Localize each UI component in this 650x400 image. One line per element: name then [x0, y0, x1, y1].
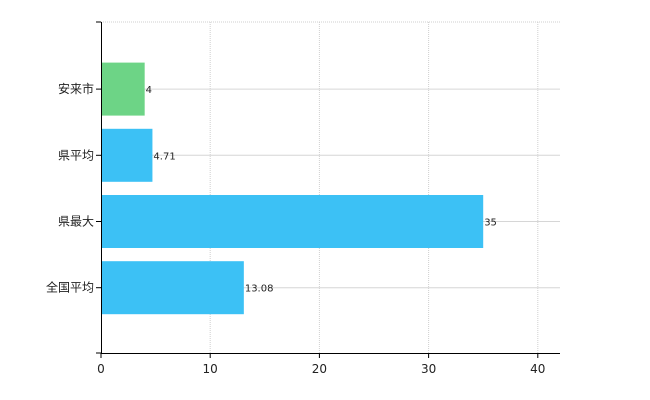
x-tick-label: 0	[97, 362, 105, 376]
bars	[101, 62, 484, 315]
x-tick-label: 20	[312, 362, 327, 376]
category-label: 全国平均	[46, 280, 94, 295]
x-tick-label: 40	[530, 362, 545, 376]
data-label: 35	[484, 218, 497, 229]
data-label: 4	[146, 85, 152, 96]
category-label: 安来市	[58, 81, 94, 96]
category-label: 県平均	[58, 148, 94, 162]
x-tick-label: 10	[203, 362, 218, 376]
bar	[101, 195, 484, 248]
x-tick-label: 30	[421, 362, 436, 376]
bar	[101, 261, 244, 315]
axes	[96, 21, 560, 358]
data-label: 13.08	[245, 284, 274, 295]
data-label: 4.71	[153, 151, 175, 162]
category-label: 県最大	[58, 215, 94, 229]
bar	[101, 62, 145, 116]
bar	[101, 128, 153, 182]
